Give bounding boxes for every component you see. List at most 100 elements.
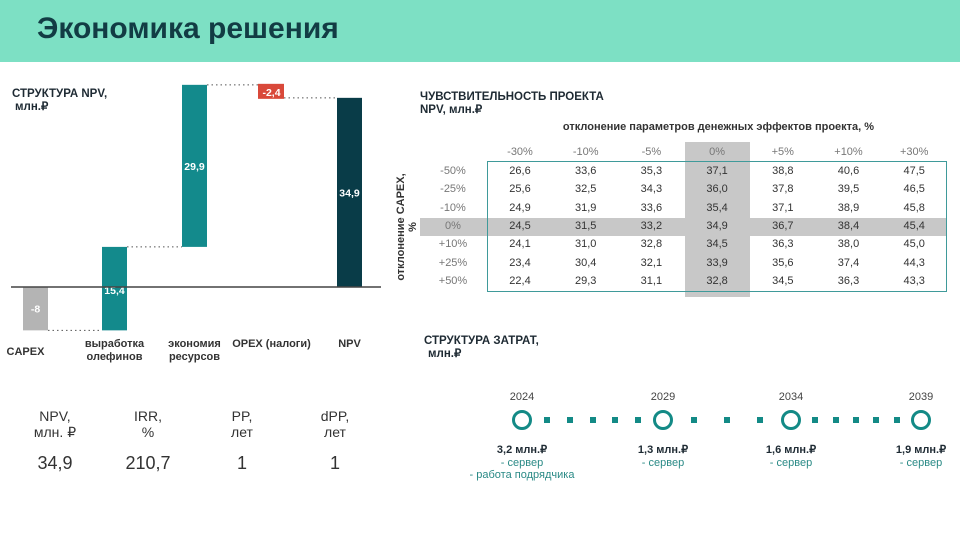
sensitivity-unit-text: NPV, млн.₽ — [420, 104, 483, 116]
cost-amount: 1,9 млн.₽ — [895, 444, 947, 456]
column-axis-title: отклонение параметров денежных эффектов … — [562, 121, 875, 133]
table-cell: 34,9 — [706, 219, 728, 232]
timeline-cost: 1,3 млн.₽ - сервер — [588, 444, 738, 469]
cost-item: - сервер — [899, 456, 943, 469]
table-cell: 24,5 — [509, 219, 531, 232]
table-cell: 37,1 — [772, 201, 794, 214]
table-cell: 31,5 — [574, 219, 597, 232]
row-header: +10% — [438, 238, 468, 251]
timeline-dot — [873, 417, 880, 423]
timeline-dot — [724, 417, 730, 423]
table-cell: 36,0 — [706, 183, 728, 196]
timeline-node — [911, 410, 931, 430]
row-header: -50% — [440, 165, 466, 177]
timeline-dot — [690, 417, 697, 423]
cost-amount: 1,3 млн.₽ — [637, 444, 689, 456]
metric-value: 34,9 — [37, 453, 73, 473]
metric-value: 210,7 — [125, 453, 171, 473]
row-header: +50% — [438, 274, 468, 287]
timeline-dot — [544, 417, 551, 423]
header-bar: Экономика решения — [0, 0, 960, 62]
timeline-cost: 3,2 млн.₽ - сервер - работа подрядчика — [447, 444, 597, 482]
timeline-year: 2029 — [650, 391, 676, 403]
column-header: -5% — [641, 146, 662, 158]
table-cell: 33,6 — [574, 165, 597, 177]
npv-structure-title: СТРУКТУРА NPV, млн.₽ — [12, 88, 107, 114]
category-label: выработка олефинов — [84, 338, 145, 363]
cost-item: - сервер — [500, 456, 544, 469]
table-cell: 24,9 — [509, 201, 531, 214]
timeline-dot — [832, 417, 839, 423]
category-label: экономия ресурсов — [168, 338, 221, 363]
timeline-dot — [612, 417, 619, 423]
column-header: +10% — [834, 146, 863, 158]
npv-waterfall-chart: -8 15,4 29,9 -2,4 34,9 — [11, 83, 381, 331]
table-cell: 44,3 — [903, 256, 925, 269]
npv-unit-text: млн.₽ — [15, 101, 49, 113]
table-cell: 38,4 — [837, 219, 860, 232]
cost-amount: 3,2 млн.₽ — [496, 444, 548, 456]
table-cell: 32,8 — [706, 274, 728, 287]
metric-label: PP, лет — [231, 408, 253, 440]
table-border — [487, 161, 947, 292]
timeline-node — [781, 410, 801, 430]
table-cell: 37,1 — [706, 165, 728, 177]
table-cell: 22,4 — [509, 274, 531, 287]
table-cell: 43,3 — [903, 274, 925, 287]
table-cell: 40,6 — [837, 165, 860, 177]
table-cell: 31,1 — [640, 274, 663, 287]
table-cell: 34,5 — [772, 274, 794, 287]
table-cell: 30,4 — [574, 256, 597, 269]
cost-amount: 1,6 млн.₽ — [765, 444, 817, 456]
table-cell: 39,5 — [837, 183, 860, 196]
sensitivity-title-text: ЧУВСТВИТЕЛЬНОСТЬ ПРОЕКТА — [420, 91, 604, 103]
timeline-year: 2039 — [908, 391, 934, 403]
timeline-dot — [757, 417, 764, 423]
table-cell: 35,4 — [706, 201, 728, 214]
table-cell: 35,6 — [772, 256, 794, 269]
column-header: +5% — [771, 146, 794, 158]
table-cell: 32,8 — [640, 238, 663, 251]
table-cell: 25,6 — [509, 183, 531, 196]
table-cell: 47,5 — [903, 165, 925, 177]
row-header: -25% — [440, 183, 466, 196]
table-cell: 23,4 — [509, 256, 531, 269]
timeline-year: 2034 — [778, 391, 804, 403]
bar-label: 29,9 — [184, 161, 205, 173]
timeline-dot — [589, 417, 596, 423]
table-cell: 32,5 — [574, 183, 597, 196]
table-cell: 35,3 — [640, 165, 663, 177]
cost-item: - сервер — [769, 456, 813, 469]
timeline-node — [653, 410, 673, 430]
category-label: NPV — [338, 338, 361, 350]
table-cell: 32,1 — [640, 256, 663, 269]
bar-label: 34,9 — [339, 187, 360, 199]
table-cell: 36,7 — [772, 219, 794, 232]
timeline-cost: 1,9 млн.₽ - сервер — [846, 444, 960, 469]
npv-title-text: СТРУКТУРА NPV, — [12, 88, 108, 100]
metric-label: dPP, лет — [320, 408, 350, 440]
cost-item: - работа подрядчика — [469, 469, 575, 481]
row-header: -10% — [440, 201, 466, 214]
timeline-cost: 1,6 млн.₽ - сервер — [716, 444, 866, 469]
timeline-dot — [566, 417, 573, 423]
table-cell: 34,5 — [706, 238, 728, 251]
highlight-row — [420, 218, 947, 236]
metric-value: 1 — [236, 453, 247, 473]
table-cell: 29,3 — [574, 274, 597, 287]
bar-4 — [337, 97, 362, 287]
timeline-dot — [812, 417, 819, 423]
column-header: 0% — [709, 146, 726, 158]
row-header: 0% — [445, 219, 461, 232]
table-cell: 46,5 — [903, 183, 925, 196]
table-cell: 33,2 — [640, 219, 663, 232]
table-cell: 38,8 — [772, 165, 794, 177]
costs-title: СТРУКТУРА ЗАТРАТ, млн.₽ — [424, 335, 539, 361]
table-cell: 34,3 — [640, 183, 663, 196]
table-cell: 33,6 — [640, 201, 663, 214]
table-cell: 45,8 — [903, 201, 925, 214]
table-cell: 45,0 — [903, 238, 925, 251]
bar-2 — [182, 84, 207, 247]
row-axis-title: отклонение CAPEX, % — [395, 173, 419, 281]
table-cell: 37,4 — [837, 256, 860, 269]
